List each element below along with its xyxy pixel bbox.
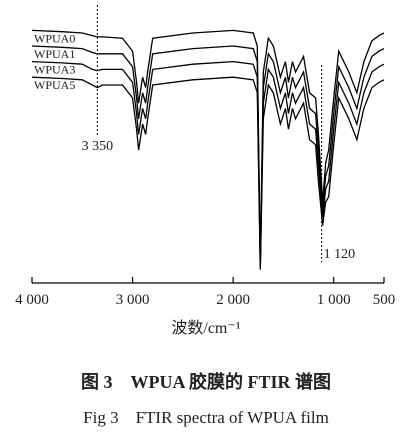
legend-label: WPUA3 [34,63,75,77]
x-axis-label: 波数/cm⁻¹ [171,319,240,337]
legend-label: WPUA0 [34,31,75,45]
x-tick-label: 1 000 [317,292,351,308]
chart-title: 图 3 WPUA 胶膜的 FTIR 谱图 [81,371,331,392]
chart-subtitle: Fig 3 FTIR spectra of WPUA film [83,408,329,427]
legend-label: WPUA5 [34,78,75,92]
spectrum-line [31,60,385,269]
legend-label: WPUA1 [34,47,75,61]
annotation-label: 3 350 [82,139,114,154]
annotation-label: 1 120 [324,247,356,262]
x-tick-label: 3 000 [116,292,150,308]
x-tick-label: 4 000 [15,292,49,308]
spectrum-line [31,29,385,265]
x-tick-label: 2 000 [216,292,250,308]
spectrum-line [31,76,385,270]
spectrum-line [31,45,385,268]
x-tick-label: 500 [373,292,396,308]
